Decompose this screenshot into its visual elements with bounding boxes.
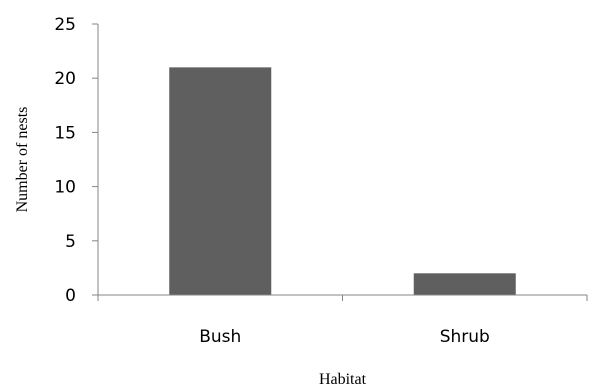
- x-category-label: Bush: [199, 327, 241, 347]
- y-tick-label: 25: [54, 15, 76, 35]
- y-tick-label: 10: [54, 178, 76, 198]
- bar-shrub: [413, 273, 516, 295]
- bars: [169, 67, 516, 295]
- y-axis-ticks: 0 5 10 15 20 25: [54, 15, 98, 306]
- x-axis-category-labels: Bush Shrub: [199, 327, 490, 347]
- y-tick-label: 0: [65, 286, 76, 306]
- bar-bush: [169, 67, 272, 295]
- y-axis-title: Number of nests: [14, 107, 31, 213]
- y-tick-label: 5: [65, 232, 76, 252]
- x-axis-title: Habitat: [319, 371, 367, 388]
- y-tick-label: 15: [54, 123, 76, 143]
- x-category-label: Shrub: [440, 327, 490, 347]
- y-tick-label: 20: [54, 69, 76, 89]
- x-axis-ticks: [97, 295, 588, 301]
